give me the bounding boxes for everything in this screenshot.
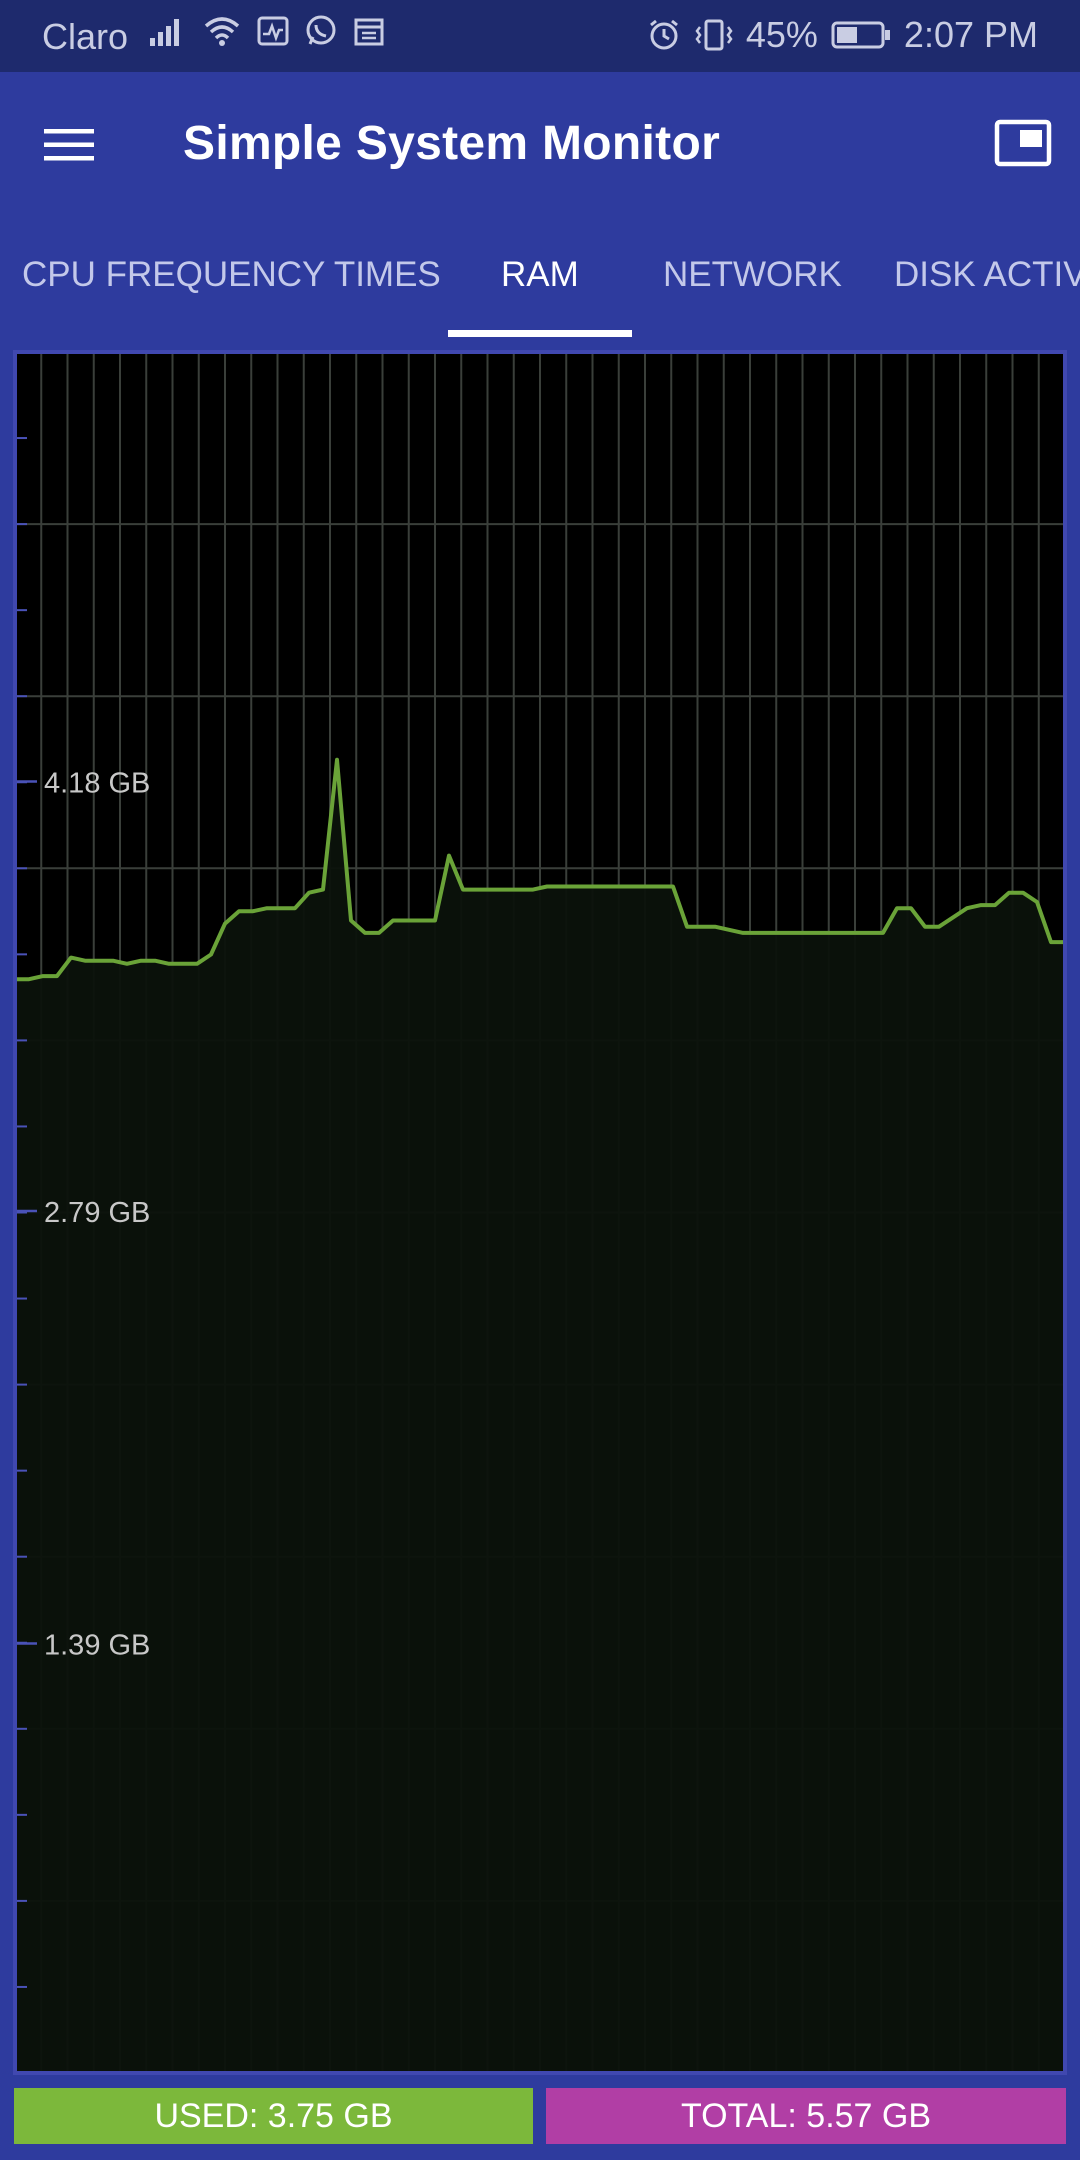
chart-border [13,350,1067,2075]
ram-chart-area: 4.18 GB 2.79 GB 1.39 GB [0,337,1080,2078]
tab-bar: CPU FREQUENCY TIMES RAM NETWORK DISK ACT… [0,217,1080,337]
tab-cpu-frequency-times[interactable]: CPU FREQUENCY TIMES [22,255,441,294]
ram-usage-fill [15,759,1065,2073]
carrier-name: Claro [42,16,129,57]
active-tab-indicator [448,330,632,337]
status-left-icons [148,14,386,48]
activity-icon [256,14,290,48]
summary-bar: USED: 3.75 GB TOTAL: 5.57 GB [0,2078,1080,2160]
y-axis-tick-label: 1.39 GB [44,1630,150,1662]
status-bar: Claro 45% 2:07 PM [0,0,1080,72]
tab-network[interactable]: NETWORK [663,255,842,294]
signal-icon [148,14,188,48]
total-memory-button[interactable]: TOTAL: 5.57 GB [546,2088,1066,2144]
used-memory-button[interactable]: USED: 3.75 GB [14,2088,533,2144]
ram-usage-chart: 4.18 GB 2.79 GB 1.39 GB [13,350,1067,2075]
app-title: Simple System Monitor [183,117,721,170]
battery-icon [830,18,892,52]
battery-percent: 45% [745,14,818,55]
menu-button[interactable] [32,110,106,184]
tab-disk-activity[interactable]: DISK ACTIV [894,255,1080,294]
picture-in-picture-button[interactable] [986,108,1060,182]
whatsapp-icon [304,14,338,48]
picture-in-picture-icon [994,119,1052,172]
calendar-icon [352,14,386,48]
app-bar: Simple System Monitor [0,72,1080,217]
wifi-icon [202,14,242,48]
y-axis-tick-label: 4.18 GB [44,767,150,799]
ram-usage-line [15,757,1065,982]
vibrate-icon [694,17,734,53]
alarm-icon [646,17,682,53]
tab-ram[interactable]: RAM [501,255,579,294]
clock-time: 2:07 PM [903,14,1038,55]
menu-icon [44,127,94,168]
y-axis-tick-label: 2.79 GB [44,1197,150,1229]
status-right-group: 45% 2:07 PM [646,14,1038,56]
